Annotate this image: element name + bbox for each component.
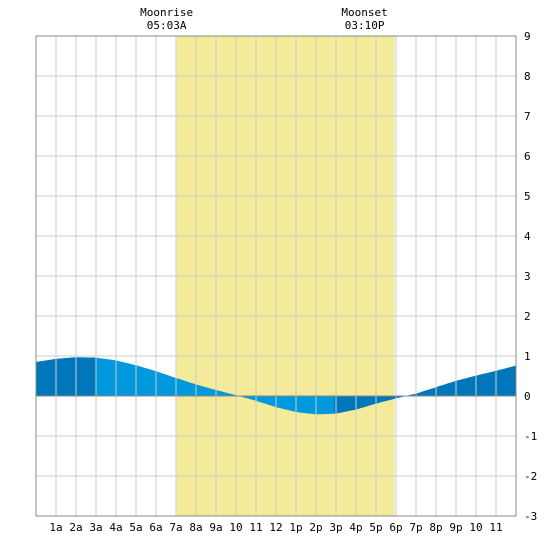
moonrise-time: 05:03A (147, 19, 187, 32)
x-tick-label: 3p (329, 521, 342, 534)
x-tick-label: 6a (149, 521, 162, 534)
x-tick-label: 12 (269, 521, 282, 534)
x-tick-label: 10 (229, 521, 242, 534)
x-tick-label: 2p (309, 521, 322, 534)
x-tick-label: 11 (489, 521, 502, 534)
tide-area-segment (426, 365, 516, 396)
x-tick-label: 1p (289, 521, 302, 534)
y-tick-label: 2 (524, 310, 531, 323)
plot-border (35, 35, 517, 517)
y-tick-label: 5 (524, 190, 531, 203)
y-tick-label: 4 (524, 230, 531, 243)
y-tick-label: 8 (524, 70, 531, 83)
y-tick-label: 3 (524, 270, 531, 283)
x-tick-label: 2a (69, 521, 82, 534)
x-tick-label: 5p (369, 521, 382, 534)
x-tick-label: 9p (449, 521, 462, 534)
x-tick-label: 4a (109, 521, 122, 534)
y-tick-label: 1 (524, 350, 531, 363)
y-tick-label: 7 (524, 110, 531, 123)
x-tick-label: 3a (89, 521, 102, 534)
x-tick-label: 8p (429, 521, 442, 534)
x-tick-label: 11 (249, 521, 262, 534)
y-tick-label: -1 (524, 430, 537, 443)
x-tick-label: 7a (169, 521, 182, 534)
y-tick-label: -3 (524, 510, 537, 523)
tide-area-segment (36, 357, 96, 396)
x-tick-label: 6p (389, 521, 402, 534)
x-tick-label: 10 (469, 521, 482, 534)
moonset-label: Moonset (341, 6, 387, 19)
x-tick-label: 5a (129, 521, 142, 534)
y-axis-labels: -3 -2 -1 0 1 2 3 4 5 6 7 8 9 (524, 30, 537, 523)
y-tick-label: 9 (524, 30, 531, 43)
y-tick-label: 6 (524, 150, 531, 163)
x-tick-label: 8a (189, 521, 202, 534)
x-tick-label: 4p (349, 521, 362, 534)
x-tick-label: 7p (409, 521, 422, 534)
x-tick-label: 1a (49, 521, 62, 534)
x-axis-labels: 1a 2a 3a 4a 5a 6a 7a 8a 9a 10 11 12 1p 2p 3p 4p 5p 6p 7p 8p… (49, 521, 502, 534)
x-tick-label: 9a (209, 521, 222, 534)
y-tick-label: -2 (524, 470, 537, 483)
moonrise-label: Moonrise (140, 6, 193, 19)
y-tick-label: 0 (524, 390, 531, 403)
moonset-time: 03:10P (345, 19, 385, 32)
